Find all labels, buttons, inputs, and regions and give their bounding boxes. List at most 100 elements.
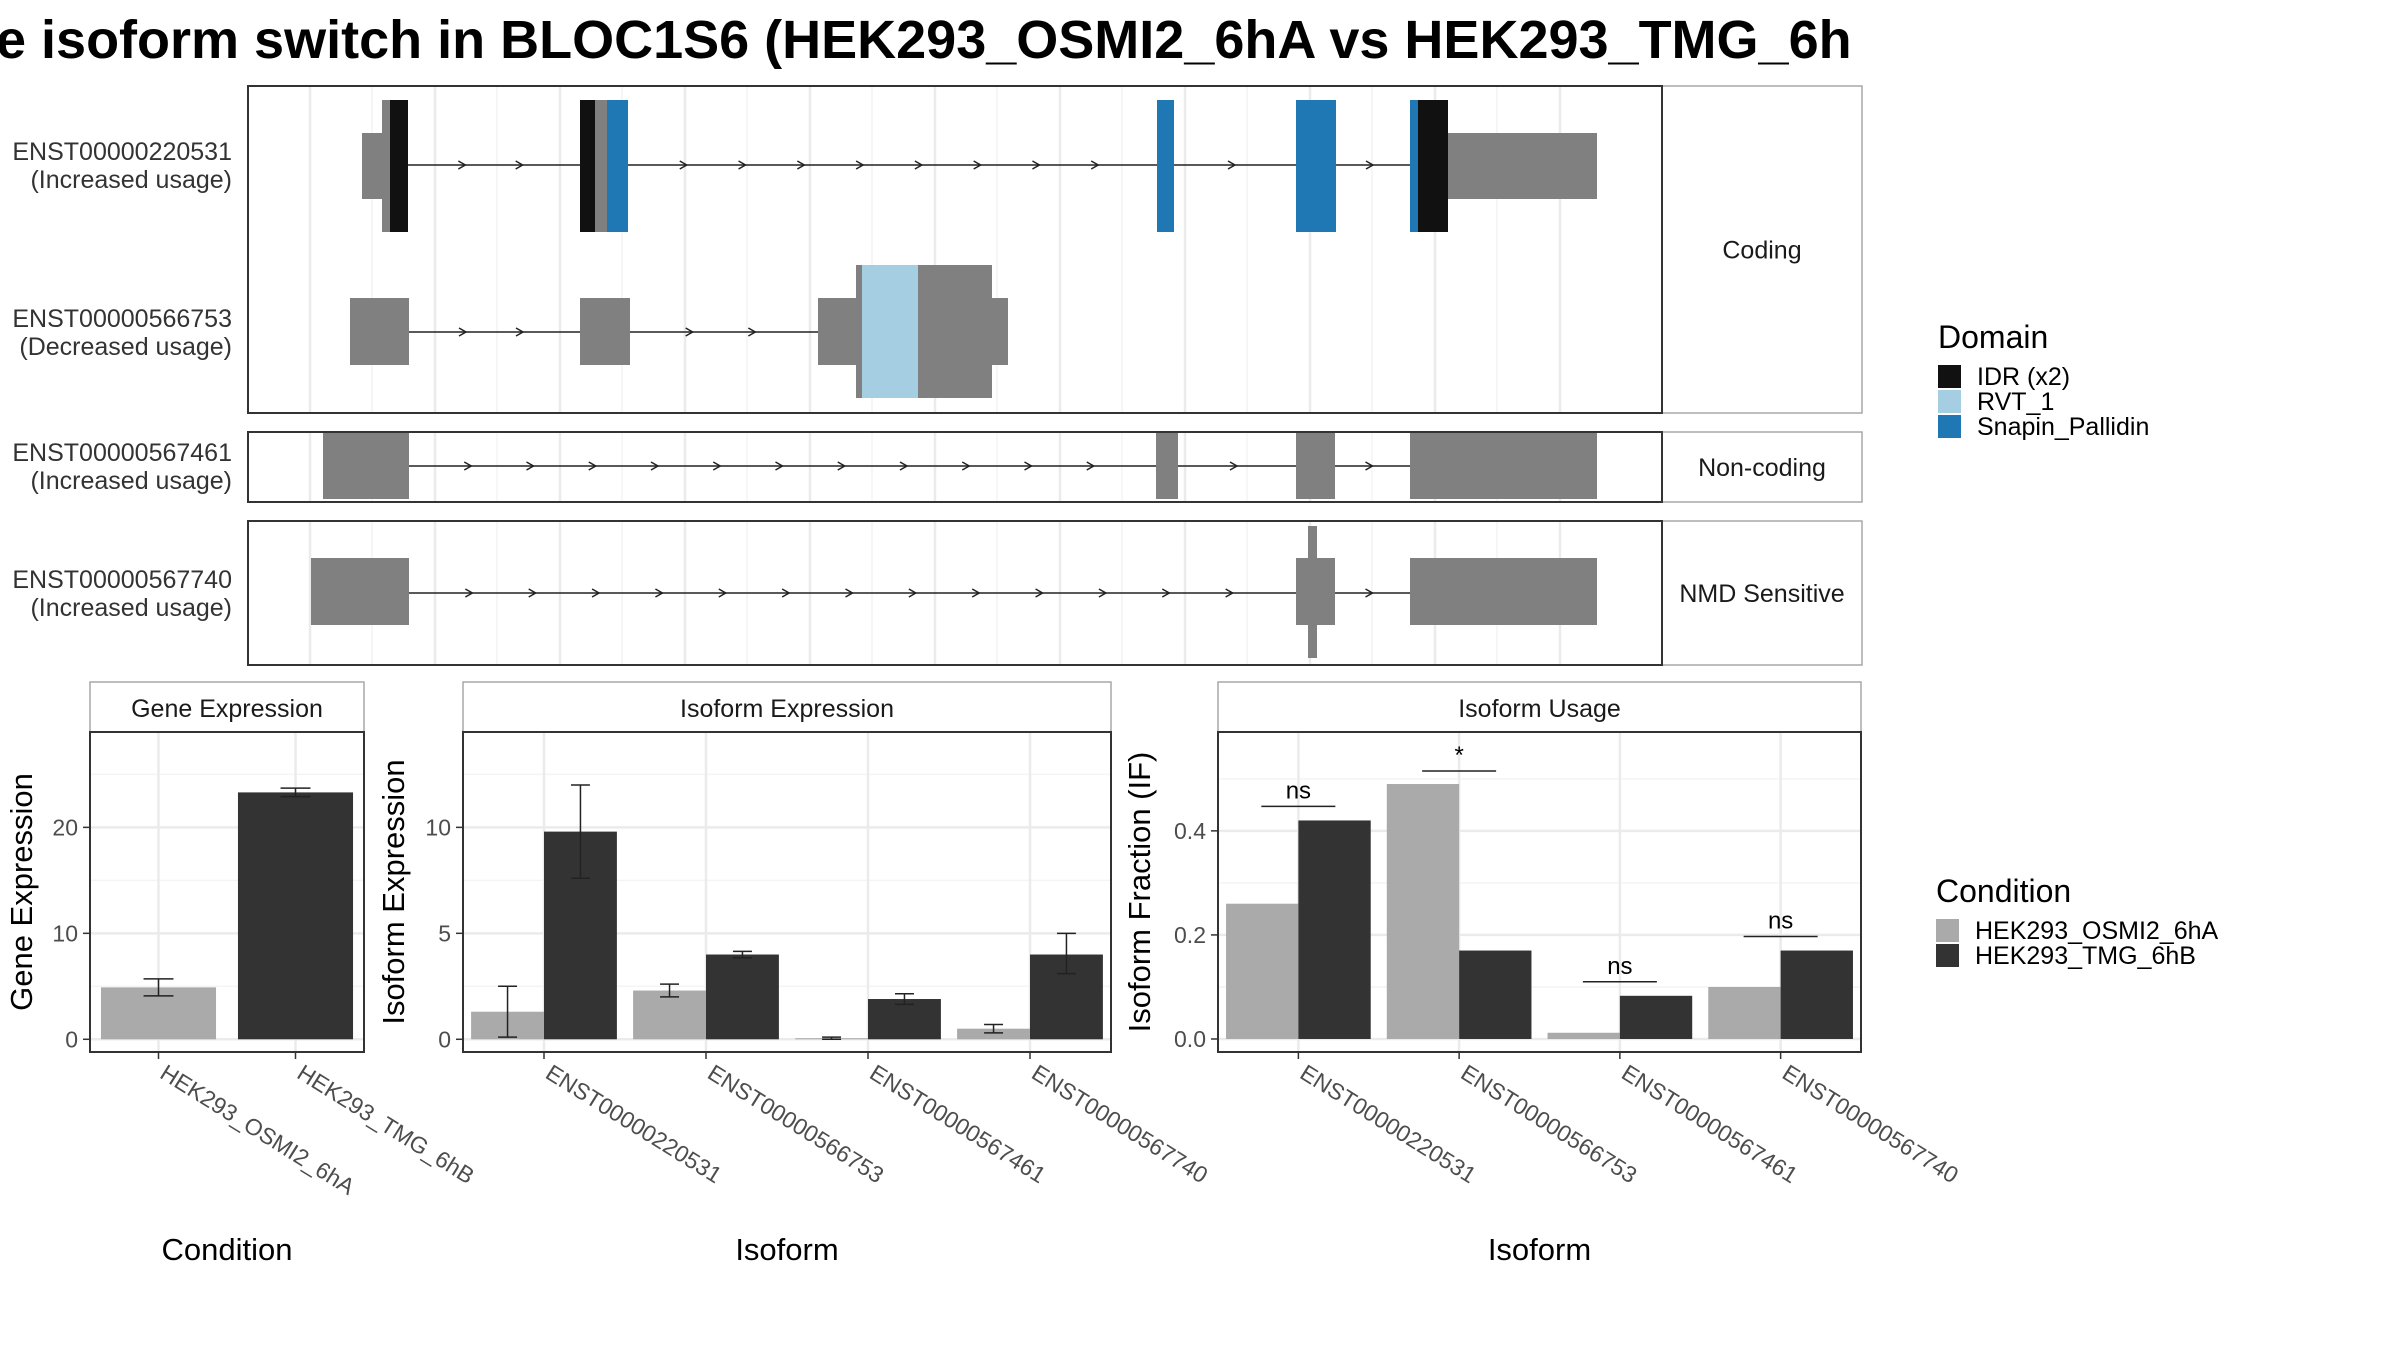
intron-arrow	[515, 327, 525, 337]
bar	[1547, 1032, 1620, 1039]
exon-segment	[580, 100, 595, 232]
intron-arrow	[650, 461, 660, 471]
intron-arrow	[973, 160, 983, 170]
exon-segment	[595, 100, 607, 232]
significance-label: *	[1454, 742, 1463, 769]
intron-arrow	[463, 461, 473, 471]
y-tick-label: 0	[438, 1026, 451, 1052]
y-tick-label: 0.2	[1174, 922, 1206, 948]
facet-strip-label: Non-coding	[1698, 454, 1826, 482]
intron-arrow	[899, 461, 909, 471]
y-tick-label: 0	[65, 1026, 78, 1052]
intron-arrow	[914, 160, 924, 170]
legend-label: IDR (x2)	[1977, 363, 2070, 391]
exon-segment	[362, 133, 382, 199]
intron-arrow	[908, 588, 918, 598]
intron-arrow	[1032, 160, 1041, 170]
intron-arrow	[1086, 461, 1096, 471]
intron-arrow	[738, 160, 748, 170]
intron-arrow	[1229, 461, 1239, 471]
exon-segment	[1156, 433, 1178, 499]
exon-segment	[1410, 433, 1597, 499]
legend-key	[1936, 919, 1959, 942]
x-tick-label: ENST00000220531	[541, 1059, 726, 1188]
y-axis-title: Isoform Fraction (IF)	[1122, 752, 1157, 1033]
y-tick-label: 0.4	[1174, 818, 1206, 844]
facet-border	[247, 85, 1663, 414]
legend-key	[1936, 944, 1959, 967]
chart-strip-title: Isoform Expression	[680, 695, 894, 723]
significance-label: ns	[1768, 907, 1793, 934]
transcript-id-label: ENST00000566753	[12, 305, 232, 333]
transcript-usage-label: (Increased usage)	[30, 166, 232, 194]
intron-arrow	[464, 588, 474, 598]
chart-2: Isoform Expression0510ENST00000220531ENS…	[376, 681, 1212, 1267]
y-tick-label: 5	[438, 920, 451, 946]
intron-arrow	[1365, 461, 1375, 471]
legend-label: HEK293_OSMI2_6hA	[1975, 917, 2219, 945]
exon-segment	[1296, 558, 1335, 625]
intron-arrow	[837, 461, 847, 471]
intron-arrow	[1024, 461, 1034, 471]
exon-segment	[1308, 625, 1317, 658]
transcript-id-label: ENST00000567740	[12, 566, 232, 594]
exon-segment	[992, 298, 1008, 365]
exon-segment	[1296, 100, 1336, 232]
transcript-usage-label: (Increased usage)	[30, 467, 232, 495]
transcript-usage-label: (Increased usage)	[30, 594, 232, 622]
exon-segment	[1410, 100, 1418, 232]
intron-arrow	[747, 327, 757, 337]
intron-arrow	[1098, 588, 1108, 598]
intron-arrow	[457, 160, 467, 170]
x-tick-label: ENST00000567740	[1027, 1059, 1212, 1188]
intron-arrow	[1365, 588, 1375, 598]
intron-arrow	[526, 461, 536, 471]
bar	[633, 990, 706, 1040]
bar	[868, 999, 941, 1040]
intron-arrow	[591, 588, 601, 598]
exon-segment	[1157, 100, 1174, 232]
facet-strip-label: Coding	[1722, 237, 1801, 265]
intron-arrow	[685, 327, 695, 337]
figure-title: e isoform switch in BLOC1S6 (HEK293_OSMI…	[0, 10, 1852, 70]
intron-arrow	[971, 588, 981, 598]
intron-arrow	[679, 160, 689, 170]
intron-arrow	[845, 588, 855, 598]
chart-strip	[462, 681, 1112, 733]
significance-label: ns	[1607, 953, 1632, 980]
expression-charts: Gene Expression01020HEK293_OSMI2_6hAHEK2…	[4, 681, 1963, 1267]
x-tick-label: ENST00000567461	[1617, 1059, 1802, 1188]
intron-arrow	[781, 588, 791, 598]
bar	[1386, 784, 1460, 1039]
exon-segment	[323, 433, 409, 499]
chart-3: Isoform Usage ns * ns ns 0.0 0.2 0.4 ENST0000022…	[1122, 681, 1963, 1267]
legend-key	[1938, 390, 1961, 413]
bar	[957, 1028, 1030, 1040]
facet-strip-label: NMD Sensitive	[1679, 580, 1844, 608]
facet-border	[247, 520, 1663, 666]
intron-arrow	[1227, 160, 1237, 170]
exon-segment	[580, 298, 630, 365]
y-tick-label: 20	[52, 814, 78, 840]
chart-strip-title: Gene Expression	[131, 695, 323, 723]
bar	[1298, 820, 1371, 1039]
exon-segment	[350, 298, 409, 365]
y-tick-label: 0.0	[1174, 1026, 1206, 1052]
x-tick-label: ENST00000220531	[1296, 1059, 1481, 1188]
facet-strip	[1661, 85, 1863, 414]
intron-arrow	[855, 160, 865, 170]
structure-facet-2: Non-coding	[248, 431, 1863, 503]
intron-arrow	[1161, 588, 1171, 598]
transcript-structure-panel: Coding Non-coding NMD Sensitive ENST0000022…	[12, 85, 1863, 666]
facet-border	[247, 431, 1663, 503]
exon-segment	[1308, 526, 1317, 558]
intron-arrow	[1035, 588, 1045, 598]
intron-arrow	[718, 588, 728, 598]
bar	[237, 792, 354, 1040]
intron-arrow	[1225, 588, 1235, 598]
x-tick-label: ENST00000566753	[703, 1059, 888, 1188]
